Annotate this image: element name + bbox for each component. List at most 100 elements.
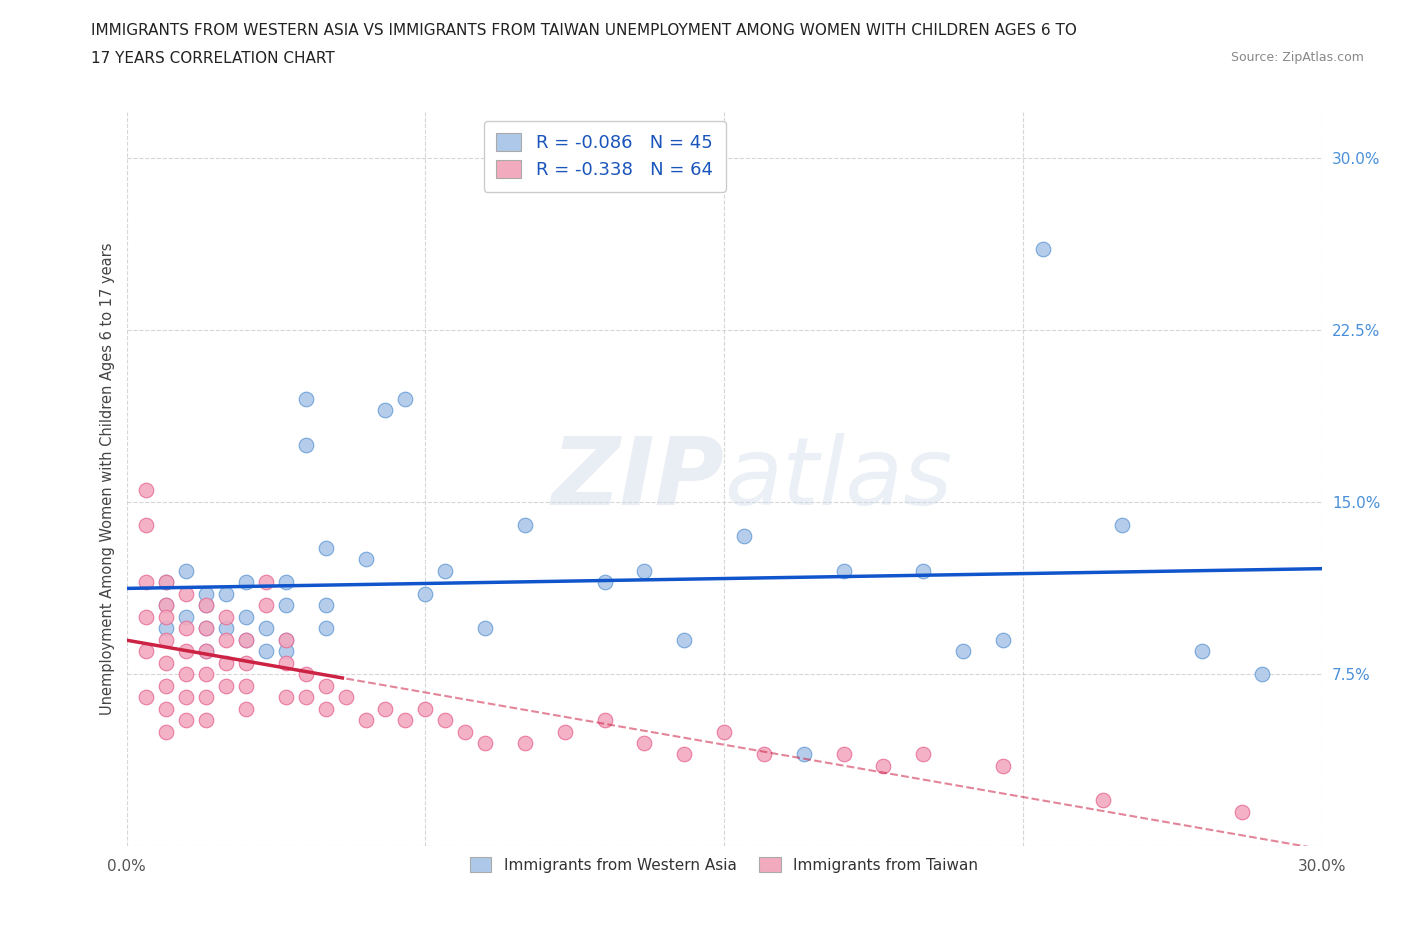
Point [315,701,337,716]
Point [135,644,157,658]
Point [174,712,197,727]
Point [315,678,337,693]
Point [1111,517,1133,532]
Point [235,609,257,624]
Point [174,620,197,635]
Point [474,620,496,635]
Point [155,724,177,739]
Point [195,620,218,635]
Point [434,564,457,578]
Point [195,690,218,705]
Point [294,667,316,682]
Point [991,632,1014,647]
Point [274,656,297,671]
Point [174,644,197,658]
Point [274,632,297,647]
Point [1032,242,1054,257]
Point [394,712,416,727]
Point [215,609,238,624]
Point [135,690,157,705]
Point [294,392,316,406]
Point [215,586,238,601]
Text: ZIP: ZIP [551,433,724,525]
Point [1250,667,1272,682]
Point [254,598,277,613]
Point [354,712,377,727]
Point [274,575,297,590]
Point [752,747,775,762]
Point [315,598,337,613]
Point [294,437,316,452]
Point [274,690,297,705]
Point [374,701,396,716]
Point [832,564,855,578]
Point [155,575,177,590]
Point [135,483,157,498]
Point [195,667,218,682]
Point [1230,804,1253,819]
Point [155,620,177,635]
Point [434,712,457,727]
Point [335,690,357,705]
Point [195,586,218,601]
Point [673,747,696,762]
Point [991,759,1014,774]
Point [513,517,536,532]
Point [235,701,257,716]
Point [195,644,218,658]
Point [155,678,177,693]
Point [215,678,238,693]
Point [294,690,316,705]
Point [1191,644,1213,658]
Point [315,540,337,555]
Point [354,551,377,566]
Point [174,564,197,578]
Point [135,517,157,532]
Text: IMMIGRANTS FROM WESTERN ASIA VS IMMIGRANTS FROM TAIWAN UNEMPLOYMENT AMONG WOMEN : IMMIGRANTS FROM WESTERN ASIA VS IMMIGRAN… [91,23,1077,38]
Point [633,736,655,751]
Point [912,747,935,762]
Point [315,620,337,635]
Point [155,609,177,624]
Point [1091,793,1114,808]
Point [235,575,257,590]
Point [155,701,177,716]
Point [254,620,277,635]
Point [174,609,197,624]
Point [254,575,277,590]
Point [155,632,177,647]
Legend: Immigrants from Western Asia, Immigrants from Taiwan: Immigrants from Western Asia, Immigrants… [464,851,984,879]
Point [733,529,755,544]
Point [554,724,576,739]
Point [713,724,735,739]
Point [673,632,696,647]
Point [593,575,616,590]
Point [135,575,157,590]
Text: atlas: atlas [724,433,952,525]
Point [254,644,277,658]
Point [235,678,257,693]
Point [195,712,218,727]
Point [155,598,177,613]
Point [872,759,894,774]
Point [394,392,416,406]
Point [593,712,616,727]
Point [454,724,477,739]
Point [633,564,655,578]
Text: 17 YEARS CORRELATION CHART: 17 YEARS CORRELATION CHART [91,51,335,66]
Point [274,644,297,658]
Point [413,701,436,716]
Point [174,586,197,601]
Point [155,656,177,671]
Point [215,656,238,671]
Point [195,598,218,613]
Point [155,575,177,590]
Point [155,598,177,613]
Point [235,656,257,671]
Point [135,609,157,624]
Point [215,620,238,635]
Point [274,598,297,613]
Point [912,564,935,578]
Point [513,736,536,751]
Point [474,736,496,751]
